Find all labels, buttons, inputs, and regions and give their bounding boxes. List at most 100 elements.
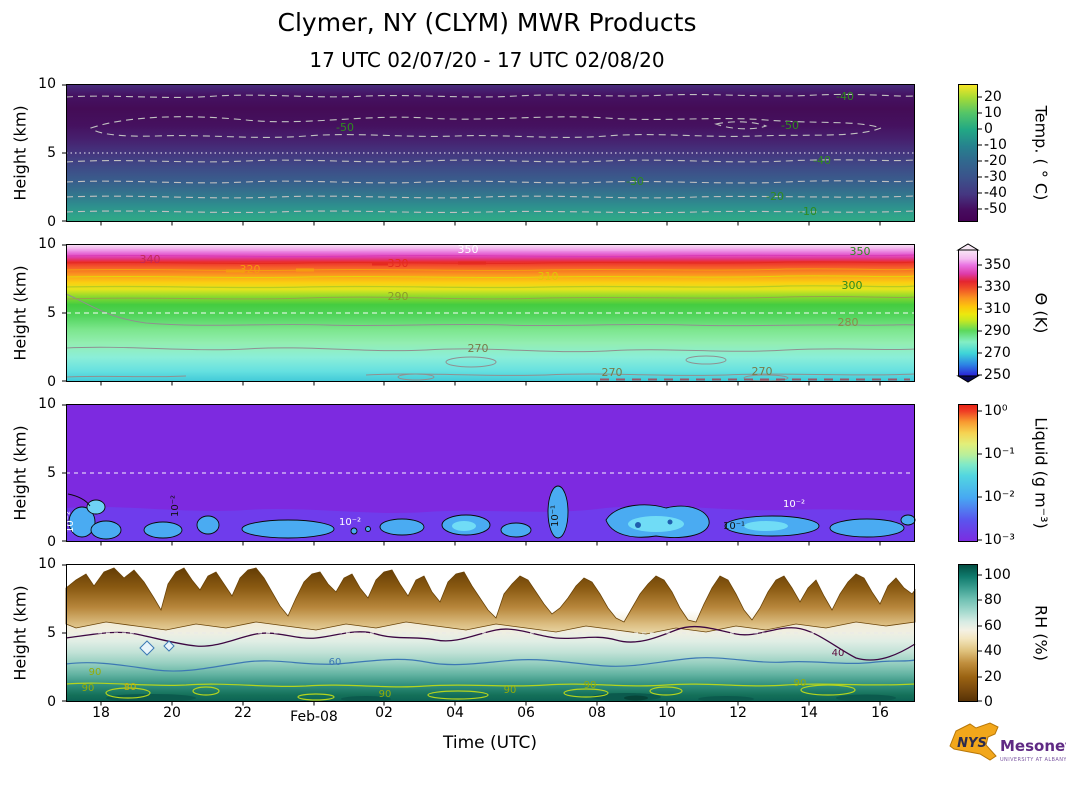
y-tick: 10 xyxy=(38,396,56,412)
x-tick-date: Feb-08 xyxy=(290,709,338,725)
colorbar-rh xyxy=(958,564,982,702)
contour-label: 350 xyxy=(458,243,479,256)
temperature-heatmap: -40 -50 -50 -40 -30 -20 -10 xyxy=(62,84,916,226)
cb-title-liquid: Liquid (g m⁻³) xyxy=(1031,417,1051,529)
y-tick: 10 xyxy=(38,76,56,92)
cb-tick: -40 xyxy=(984,185,1007,201)
contour-label: 10⁻¹ xyxy=(550,505,561,527)
x-tick: 18 xyxy=(92,705,110,721)
cb-tick: -30 xyxy=(984,169,1007,185)
cb-tick: 40 xyxy=(984,643,1002,659)
cb-title-theta: Θ (K) xyxy=(1031,292,1051,334)
cb-tick: 60 xyxy=(984,618,1002,634)
contour-label: 90 xyxy=(584,680,597,691)
contour-label: 90 xyxy=(89,667,102,678)
cb-tick: 0 xyxy=(984,694,993,710)
cb-tick: 0 xyxy=(984,121,993,137)
liquid-heatmap: 10⁻² 10⁻² 10⁻¹ 10⁻¹ 10⁻² 10⁻² xyxy=(62,404,916,546)
contour-label: 90 xyxy=(504,685,517,696)
page-title: Clymer, NY (CLYM) MWR Products xyxy=(277,8,697,37)
y-tick: 5 xyxy=(47,145,56,161)
cb-tick: -50 xyxy=(984,201,1007,217)
page-subtitle: 17 UTC 02/07/20 - 17 UTC 02/08/20 xyxy=(309,48,665,72)
cb-title-rh: RH (%) xyxy=(1031,605,1051,661)
contour-label: 10⁻² xyxy=(65,511,76,533)
cb-tick: 290 xyxy=(984,323,1011,339)
cb-tick: -20 xyxy=(984,153,1007,169)
contour-label: 90 xyxy=(379,689,392,700)
contour-label: -50 xyxy=(336,121,354,134)
contour-label: 40 xyxy=(832,648,845,659)
x-axis-label: Time (UTC) xyxy=(443,733,537,753)
cb-tick: 310 xyxy=(984,301,1011,317)
cb-tick: 10 xyxy=(984,105,1002,121)
y-axis-label-theta: Height (km) xyxy=(10,265,30,361)
contour-label: 290 xyxy=(388,290,409,303)
y-tick: 0 xyxy=(47,374,56,390)
cb-tick: 20 xyxy=(984,669,1002,685)
x-tick: 10 xyxy=(658,705,676,721)
x-tick: 06 xyxy=(517,705,535,721)
logo-tagline: UNIVERSITY AT ALBANY xyxy=(1000,757,1066,763)
cb-tick: 20 xyxy=(984,89,1002,105)
contour-label: 270 xyxy=(602,366,623,379)
panel-theta: 340 320 330 350 310 290 300 280 270 270 … xyxy=(62,243,916,386)
nys-mesonet-logo: NYS Mesonet UNIVERSITY AT ALBANY xyxy=(940,714,1066,784)
contour-label: 350 xyxy=(850,245,871,258)
cb-title-temperature: Temp. ( ° C) xyxy=(1031,105,1051,201)
contour-label: 10⁻² xyxy=(783,499,805,510)
y-tick: 0 xyxy=(47,214,56,230)
x-tick: 02 xyxy=(375,705,393,721)
x-tick: 04 xyxy=(446,705,464,721)
cb-tick: 350 xyxy=(984,257,1011,273)
y-tick: 0 xyxy=(47,694,56,710)
colorbar-liquid xyxy=(958,404,982,542)
contour-label: 90 xyxy=(794,678,807,689)
cb-tick: 100 xyxy=(984,567,1011,583)
contour-label: 300 xyxy=(842,279,863,292)
y-tick: 10 xyxy=(38,556,56,572)
y-tick: 0 xyxy=(47,534,56,550)
contour-label: -50 xyxy=(781,119,799,132)
colorbar-theta xyxy=(956,243,982,383)
cb-tick: 330 xyxy=(984,279,1011,295)
panel-temperature: -40 -50 -50 -40 -30 -20 -10 xyxy=(62,84,916,226)
contour-label: 10⁻² xyxy=(339,517,361,528)
ny-state-icon: NYS xyxy=(949,722,999,761)
contour-label: 340 xyxy=(140,253,161,266)
y-axis-label-liquid: Height (km) xyxy=(10,425,30,521)
x-tick: 14 xyxy=(800,705,818,721)
x-tick: 22 xyxy=(234,705,252,721)
cb-tick: 10⁻² xyxy=(984,489,1015,505)
colorbar-temperature-gradient xyxy=(958,84,982,222)
logo-mesonet-text: Mesonet xyxy=(1000,737,1066,755)
y-tick: 5 xyxy=(47,305,56,321)
contour-label: -20 xyxy=(766,190,784,203)
contour-label: 310 xyxy=(538,270,559,283)
x-tick: 08 xyxy=(588,705,606,721)
cb-tick: 10⁰ xyxy=(984,403,1008,419)
cb-tick: 270 xyxy=(984,345,1011,361)
y-tick: 10 xyxy=(38,236,56,252)
contour-label: -40 xyxy=(813,154,831,167)
contour-label: -30 xyxy=(626,175,644,188)
contour-label: 60 xyxy=(329,657,342,668)
logo-nys-text: NYS xyxy=(957,736,987,751)
colorbar-temperature xyxy=(958,84,982,222)
contour-label: -10 xyxy=(799,205,817,218)
panel-liquid: 10⁻² 10⁻² 10⁻¹ 10⁻¹ 10⁻² 10⁻² xyxy=(62,404,916,546)
y-axis-label-rh: Height (km) xyxy=(10,585,30,681)
panel-rh: 60 40 90 90 80 90 90 90 90 xyxy=(62,564,916,706)
cb-tick: -10 xyxy=(984,137,1007,153)
cb-tick: 80 xyxy=(984,592,1002,608)
colorbar-rh-gradient xyxy=(958,564,982,702)
x-tick: 12 xyxy=(729,705,747,721)
contour-label: 270 xyxy=(468,342,489,355)
colorbar-liquid-gradient xyxy=(958,404,982,542)
contour-label: 10⁻¹ xyxy=(723,521,745,532)
cb-tick: 10⁻³ xyxy=(984,532,1015,548)
contour-label: 90 xyxy=(82,683,95,694)
contour-label: 80 xyxy=(124,682,137,693)
x-tick: 20 xyxy=(163,705,181,721)
